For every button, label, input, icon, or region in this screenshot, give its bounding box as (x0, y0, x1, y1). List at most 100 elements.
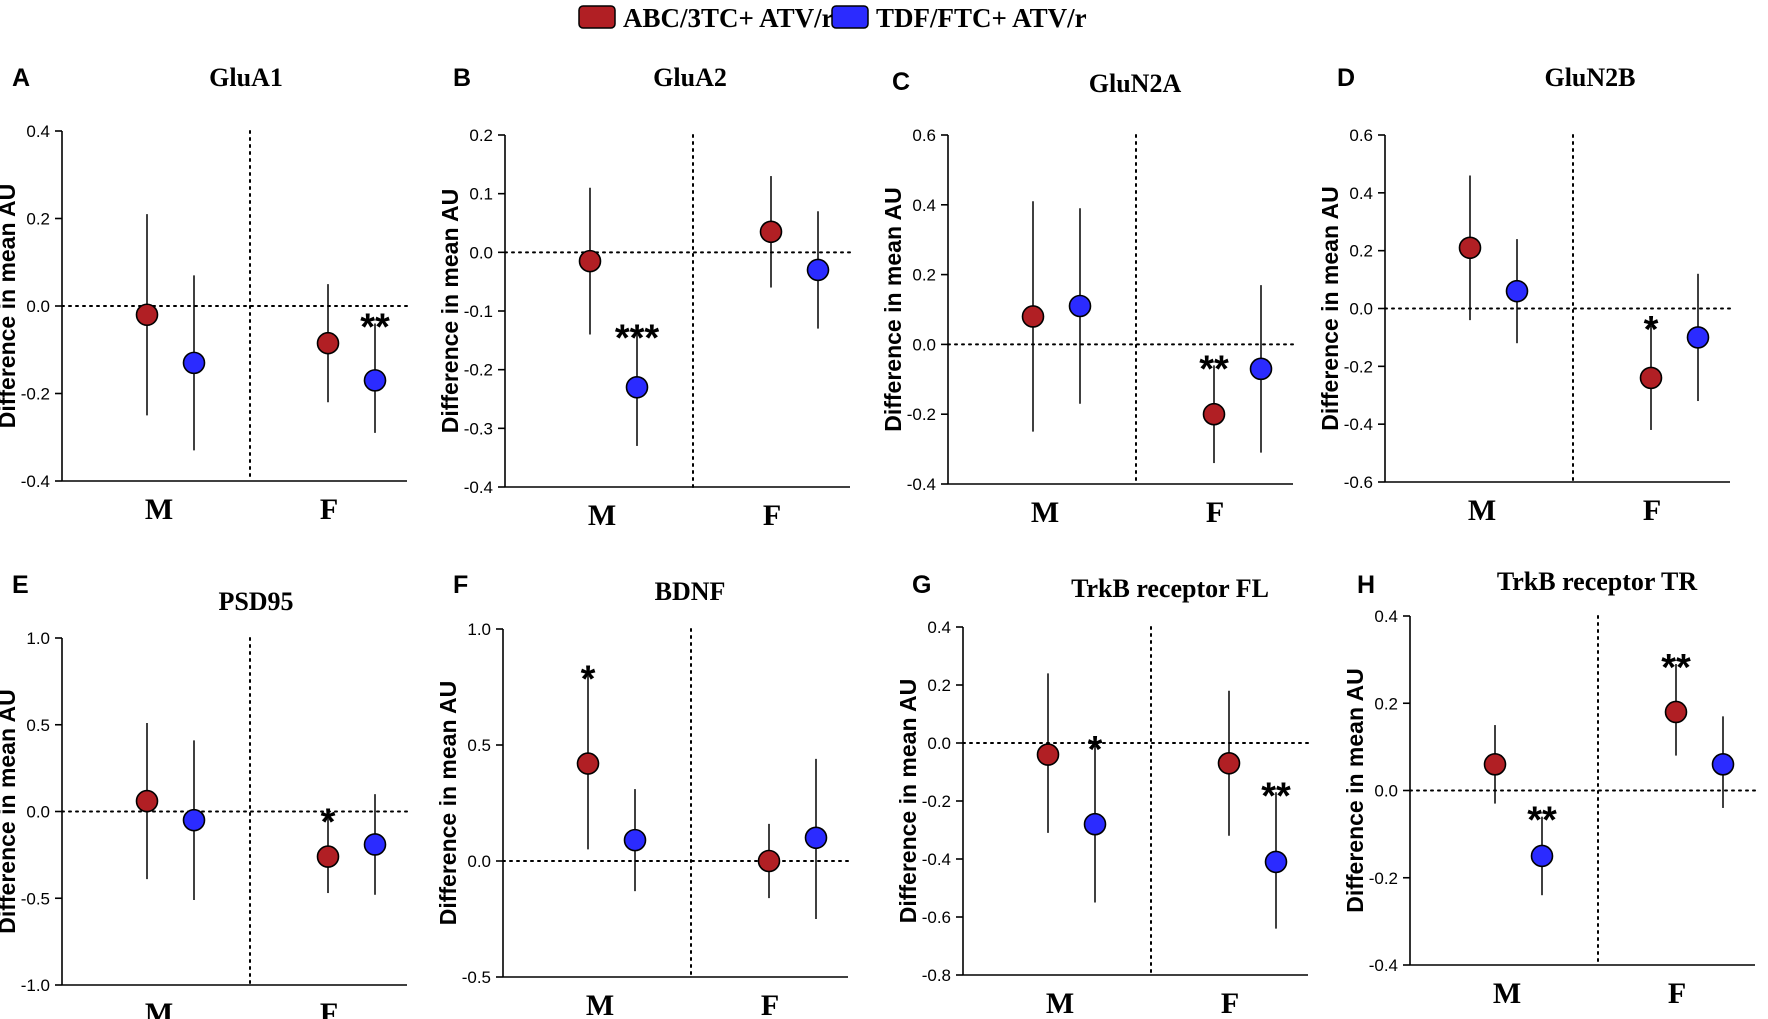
y-tick-label: 1.0 (467, 620, 491, 639)
y-tick-label: 0.2 (469, 126, 493, 145)
x-group-label-m: M (588, 499, 616, 532)
x-group-label-f: F (1221, 987, 1239, 1019)
significance-f-abc: ** (1661, 647, 1691, 689)
y-tick-label: -0.4 (1369, 956, 1398, 975)
y-tick-label: -0.2 (907, 405, 936, 424)
y-axis-label: Difference in mean AU (0, 689, 20, 934)
point-f-tdf (1264, 850, 1288, 874)
y-tick-label: 0.4 (26, 122, 50, 141)
y-tick-label: 0.1 (469, 185, 493, 204)
point-f-abc (757, 849, 781, 873)
point-m-tdf (182, 808, 206, 832)
significance-f-abc: * (1644, 309, 1659, 351)
y-tick-label: -0.2 (21, 385, 50, 404)
y-tick-label: -1.0 (21, 976, 50, 995)
y-tick-label: 0.4 (1374, 607, 1398, 626)
y-tick-label: 0.6 (912, 126, 936, 145)
y-axis-label: Difference in mean AU (1342, 668, 1368, 913)
point-m-tdf (182, 351, 206, 375)
y-axis-label: Difference in mean AU (895, 679, 921, 924)
y-tick-label: 0.6 (1349, 126, 1373, 145)
point-m-abc (1458, 236, 1482, 260)
x-group-label-m: M (1046, 987, 1074, 1019)
point-f-abc (316, 331, 340, 355)
significance-f-abc: ** (1199, 348, 1229, 390)
y-axis-label: Difference in mean AU (437, 189, 463, 434)
point-m-tdf (625, 375, 649, 399)
x-group-label-m: M (145, 493, 173, 526)
y-tick-label: 0.0 (1349, 300, 1373, 319)
x-group-label-f: F (320, 997, 338, 1019)
y-tick-label: 0.4 (927, 618, 951, 637)
y-tick-label: -0.5 (21, 889, 50, 908)
point-f-tdf (804, 826, 828, 850)
point-f-abc (759, 220, 783, 244)
y-tick-label: -0.2 (1369, 869, 1398, 888)
x-group-label-f: F (761, 989, 779, 1019)
y-tick-label: -0.6 (922, 908, 951, 927)
y-tick-label: 1.0 (26, 629, 50, 648)
panel-title: GluN2B (1544, 63, 1635, 92)
point-m-abc (1483, 753, 1507, 776)
legend-label-abc: ABC/3TC+ ATV/r (623, 3, 834, 33)
x-group-label-m: M (1031, 496, 1059, 529)
panel-letter: G (912, 571, 931, 599)
y-tick-label: 0.0 (469, 243, 493, 262)
legend-label-tdf: TDF/FTC+ ATV/r (876, 3, 1087, 33)
point-f-abc (1639, 366, 1663, 390)
x-group-label-m: M (1468, 494, 1496, 527)
point-f-abc (1202, 402, 1226, 426)
x-group-label-f: F (320, 493, 338, 526)
panel-letter: F (453, 571, 468, 599)
panel-letter: D (1337, 64, 1355, 92)
y-tick-label: 0.0 (467, 852, 491, 871)
y-tick-label: 0.5 (467, 736, 491, 755)
x-group-label-f: F (1206, 496, 1224, 529)
point-f-tdf (1711, 753, 1735, 776)
x-group-label-f: F (1643, 494, 1661, 527)
y-tick-label: -0.1 (464, 302, 493, 321)
significance-f-tdf: ** (360, 307, 390, 349)
point-f-abc (316, 845, 340, 868)
y-tick-label: -0.6 (1344, 473, 1373, 492)
y-tick-label: -0.4 (464, 478, 493, 497)
point-f-tdf (806, 258, 830, 282)
panel-c: C GluN2A Difference in mean AU -0.4 -0.2 0.0 0… (880, 68, 1294, 529)
y-tick-label: 0.4 (912, 196, 936, 215)
panel-f: F BDNF Difference in mean AU -0.5 0.0 0.5 1.0 M… (435, 571, 849, 1019)
panel-letter: E (12, 571, 29, 599)
panel-title: GluN2A (1089, 69, 1182, 98)
x-group-label-m: M (1493, 977, 1521, 1010)
y-tick-label: 0.2 (927, 676, 951, 695)
y-axis-label: Difference in mean AU (435, 681, 461, 926)
panel-title: GluA2 (653, 63, 727, 92)
significance-m-abc: * (581, 658, 596, 700)
panel-letter: C (892, 68, 910, 96)
panel-letter: B (453, 64, 471, 92)
significance-m-tdf: * (1088, 729, 1103, 771)
point-m-abc (578, 249, 602, 273)
point-f-tdf (363, 833, 387, 856)
y-tick-label: -0.5 (462, 968, 491, 987)
legend-swatch-abc (578, 5, 616, 29)
point-m-abc (1036, 743, 1060, 766)
point-f-tdf (363, 369, 387, 392)
y-tick-label: 0.2 (1349, 242, 1373, 261)
significance-m-tdf: ** (1527, 800, 1557, 842)
y-tick-label: -0.3 (464, 419, 493, 438)
y-tick-label: 0.2 (1374, 694, 1398, 713)
y-tick-label: 0.2 (912, 266, 936, 285)
y-axis-label: Difference in mean AU (0, 184, 20, 429)
panel-e: E PSD95 Difference in mean AU -1.0 -0.5 0.0 0.… (0, 571, 408, 1019)
y-tick-label: 0.4 (1349, 184, 1373, 203)
x-group-label-m: M (145, 997, 173, 1019)
point-m-tdf (1505, 279, 1529, 303)
point-m-tdf (1530, 844, 1554, 868)
y-tick-label: 0.0 (26, 297, 50, 316)
y-tick-label: 0.5 (26, 716, 50, 735)
y-axis-label: Difference in mean AU (880, 187, 906, 432)
